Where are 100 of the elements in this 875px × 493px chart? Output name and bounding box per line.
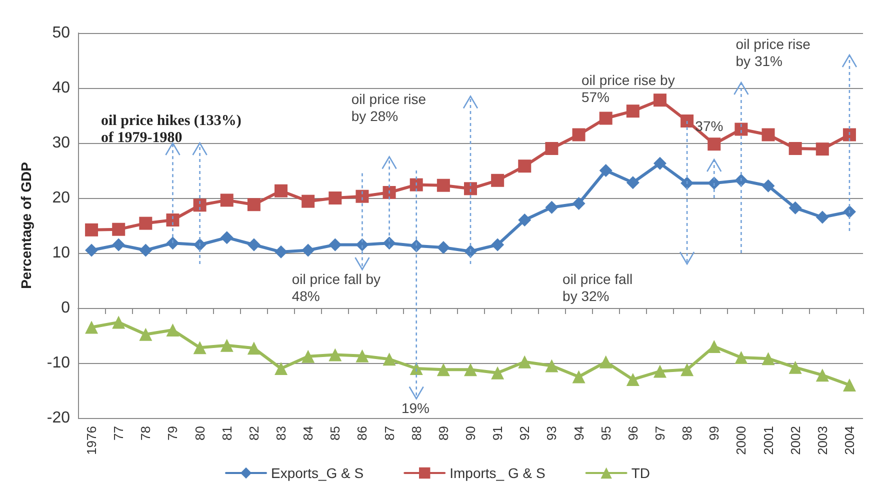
legend-label: TD — [631, 465, 650, 481]
point — [220, 231, 234, 244]
point — [274, 362, 288, 375]
x-tick-label: 85 — [328, 426, 343, 440]
point — [220, 338, 234, 352]
legend-label: Imports_ G & S — [450, 465, 546, 481]
x-tick-label: 80 — [192, 426, 208, 440]
point — [572, 197, 586, 210]
point — [491, 366, 504, 380]
point — [680, 114, 694, 128]
x-tick-label: 1976 — [84, 426, 100, 455]
x-tick-label: 77 — [111, 426, 126, 440]
point — [626, 373, 640, 386]
point — [193, 341, 206, 354]
point — [302, 194, 315, 208]
x-tick-label: 87 — [382, 426, 397, 440]
point — [464, 244, 477, 258]
annotation: oil price fall by 32% — [562, 270, 634, 305]
point — [842, 205, 856, 218]
point — [734, 122, 748, 136]
annotation: oil price fall by 48% — [292, 270, 382, 305]
annotation: oil price rise by 31% — [736, 36, 812, 70]
point — [112, 238, 126, 252]
point — [708, 340, 721, 353]
x-tick-label: 79 — [165, 426, 180, 440]
point — [139, 216, 152, 230]
point — [762, 128, 775, 142]
point — [328, 192, 342, 204]
point — [166, 214, 180, 226]
annotation: 37% — [695, 118, 724, 136]
point — [464, 182, 477, 196]
point — [85, 320, 98, 334]
point — [518, 355, 532, 368]
point — [816, 142, 829, 156]
point — [302, 350, 315, 363]
x-tick-label: 88 — [408, 426, 424, 440]
x-tick-label: 82 — [246, 426, 262, 440]
point — [491, 238, 504, 252]
point — [274, 245, 288, 258]
point — [626, 176, 640, 190]
x-tick-label: 99 — [706, 426, 722, 440]
point — [626, 104, 640, 118]
point — [166, 324, 180, 336]
x-tick-label: 94 — [571, 426, 586, 440]
point — [518, 214, 532, 226]
x-tick-label: 83 — [274, 426, 289, 440]
point — [599, 164, 612, 177]
point — [653, 364, 666, 378]
x-tick-label: 81 — [219, 426, 234, 440]
point — [545, 142, 558, 155]
point — [545, 200, 558, 214]
point — [842, 378, 856, 392]
annotation: oil price rise by 57% — [581, 72, 676, 106]
point — [518, 160, 532, 173]
y-tick-label: -20 — [46, 410, 70, 426]
y-tick-label: -10 — [46, 354, 70, 372]
point — [85, 244, 98, 257]
point — [410, 178, 423, 192]
point — [653, 94, 666, 107]
point — [816, 368, 829, 382]
point — [139, 328, 152, 341]
point — [491, 174, 504, 187]
point — [599, 355, 612, 368]
point — [816, 210, 829, 224]
point — [247, 198, 260, 212]
point — [356, 349, 369, 362]
annotation: 19% — [401, 400, 430, 418]
point — [788, 142, 802, 155]
x-tick-label: 86 — [354, 426, 370, 440]
point — [112, 316, 126, 329]
annotation: oil price rise by 28% — [351, 90, 428, 125]
y-tick-label: 0 — [61, 300, 70, 316]
x-tick-label: 92 — [517, 426, 532, 440]
point — [734, 351, 748, 364]
point — [464, 363, 477, 376]
point — [545, 359, 558, 372]
legend-label: Exports_G & S — [271, 465, 364, 481]
point — [166, 236, 180, 250]
point — [762, 352, 775, 366]
y-axis-title: Percentage of GDP — [18, 162, 34, 289]
y-tick-label: 30 — [52, 134, 70, 152]
point — [193, 198, 206, 212]
y-tick-label: 40 — [52, 80, 70, 96]
point — [572, 128, 586, 142]
x-tick-label: 97 — [652, 426, 668, 440]
y-tick-label: 50 — [52, 24, 70, 42]
point — [436, 241, 450, 254]
x-tick-label: 96 — [625, 426, 640, 440]
point — [356, 190, 369, 203]
x-tick-label: 98 — [680, 426, 695, 440]
x-tick-label: 89 — [436, 426, 451, 440]
point — [85, 223, 98, 236]
x-tick-label: 90 — [463, 426, 478, 440]
point — [653, 156, 666, 170]
point — [680, 176, 694, 190]
point — [328, 238, 342, 252]
x-tick-label: 2000 — [734, 426, 749, 455]
point — [247, 238, 260, 252]
point — [139, 244, 152, 257]
annotation: oil price hikes (133%) of 1979-1980 — [101, 112, 242, 147]
